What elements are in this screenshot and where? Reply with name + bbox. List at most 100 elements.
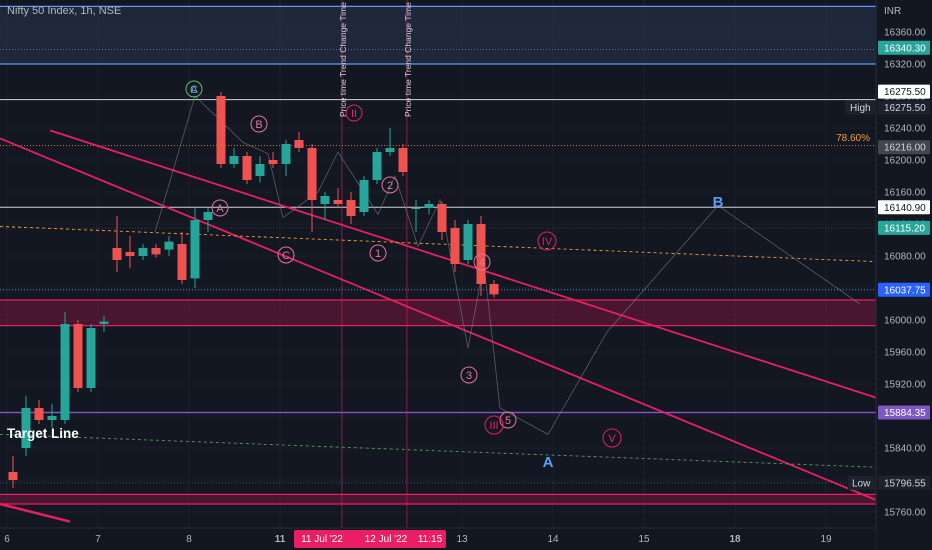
candle[interactable] (489, 280, 499, 298)
candle[interactable] (60, 312, 70, 424)
price-tag-6: 15884.35 (884, 408, 926, 419)
wave-label-iv-circle (537, 231, 557, 251)
candle[interactable] (125, 236, 135, 268)
candle-body (216, 96, 226, 164)
candle[interactable] (138, 244, 148, 260)
candle-body (450, 228, 460, 264)
price-tick-0: 16360.00 (884, 28, 926, 39)
candle-body (99, 321, 109, 324)
price-tick-11: 15920.00 (884, 380, 926, 391)
time-tick-1: 7 (95, 534, 101, 545)
support-zone (0, 494, 876, 504)
candle[interactable] (203, 208, 213, 232)
candle[interactable] (190, 208, 200, 288)
candle[interactable] (385, 128, 395, 156)
price-tag-0-bg (878, 40, 930, 55)
candle[interactable] (255, 156, 265, 183)
candle[interactable] (346, 192, 356, 224)
candle[interactable] (73, 320, 83, 392)
price-tag-2-bg (878, 140, 930, 155)
candle-body (411, 208, 421, 209)
price-tag-1: 16275.50 (884, 87, 926, 98)
candle-body (8, 472, 18, 480)
time-tick-4: 13 (456, 534, 468, 545)
candle-body (177, 244, 187, 280)
price-tag-1-bg (878, 84, 930, 99)
candle[interactable] (164, 236, 174, 256)
high-tag: High (850, 103, 871, 114)
price-axis-background (876, 0, 932, 550)
candle[interactable] (333, 188, 343, 208)
demand-zone (0, 300, 876, 326)
candle[interactable] (34, 400, 44, 424)
candle[interactable] (450, 220, 460, 272)
candle-body (190, 220, 200, 279)
candle-body (320, 196, 330, 204)
candle[interactable] (359, 176, 369, 216)
candle[interactable] (463, 220, 473, 264)
zone-layer (0, 5, 876, 505)
candle-body (281, 144, 291, 164)
candle[interactable] (47, 404, 57, 428)
candle[interactable] (437, 201, 447, 240)
candle-body (463, 224, 473, 260)
candle[interactable] (151, 244, 161, 258)
candle[interactable] (281, 140, 291, 176)
candle-body (398, 148, 408, 172)
candle[interactable] (177, 232, 187, 284)
candle[interactable] (21, 396, 31, 456)
candle-body (424, 204, 434, 208)
candle-body (60, 324, 70, 420)
price-tag-0: 16340.30 (884, 43, 926, 54)
high-tag-bg (845, 100, 875, 115)
candle[interactable] (320, 192, 330, 220)
time-tick-5: 14 (547, 534, 559, 545)
candle[interactable] (242, 152, 252, 184)
channel-upper (49, 129, 877, 399)
candle[interactable] (86, 324, 96, 392)
wave-label-c-small: C (282, 250, 290, 262)
wave-label-5-circle (499, 411, 517, 429)
background-layer (0, 0, 876, 528)
price-tag-6-bg (878, 405, 930, 420)
price-tick-4: 16200.00 (884, 156, 926, 167)
time-tick-3: 11 (275, 534, 286, 545)
wave-label-3-circle (460, 366, 478, 384)
candle[interactable] (99, 316, 109, 332)
median-line (0, 225, 877, 263)
candle[interactable] (216, 92, 226, 168)
candle[interactable] (307, 144, 317, 232)
price-tag-4-bg (878, 220, 930, 235)
wave-label-1-circle (369, 244, 387, 262)
time-tick-6: 15 (638, 534, 650, 545)
plot-background (0, 0, 876, 528)
wave-label-big-b: B (713, 194, 724, 211)
candle[interactable] (8, 456, 18, 488)
fib-label: 78.60% (836, 133, 870, 144)
candle[interactable] (294, 132, 304, 152)
candle-layer[interactable] (8, 92, 499, 488)
wave-label-v-circle (602, 428, 622, 448)
wave-label-iii-circle (484, 415, 504, 435)
candle[interactable] (424, 200, 434, 215)
candle-body (73, 324, 83, 388)
candle[interactable] (229, 148, 239, 168)
candle[interactable] (372, 148, 382, 184)
candle[interactable] (411, 200, 421, 232)
candle[interactable] (112, 216, 122, 272)
candle-body (138, 248, 148, 256)
candle[interactable] (476, 216, 486, 296)
candle-body (112, 248, 122, 260)
candle-body (86, 328, 96, 388)
time-tick-2: 8 (186, 534, 192, 545)
candle-body (359, 180, 369, 212)
target-line-label: Target Line (7, 426, 79, 441)
candle[interactable] (268, 152, 278, 168)
wave-label-ii: II (351, 108, 357, 120)
candle[interactable] (398, 144, 408, 176)
candle-body (385, 148, 395, 152)
candle-body (151, 248, 161, 255)
time-tick-0: 6 (4, 534, 10, 545)
